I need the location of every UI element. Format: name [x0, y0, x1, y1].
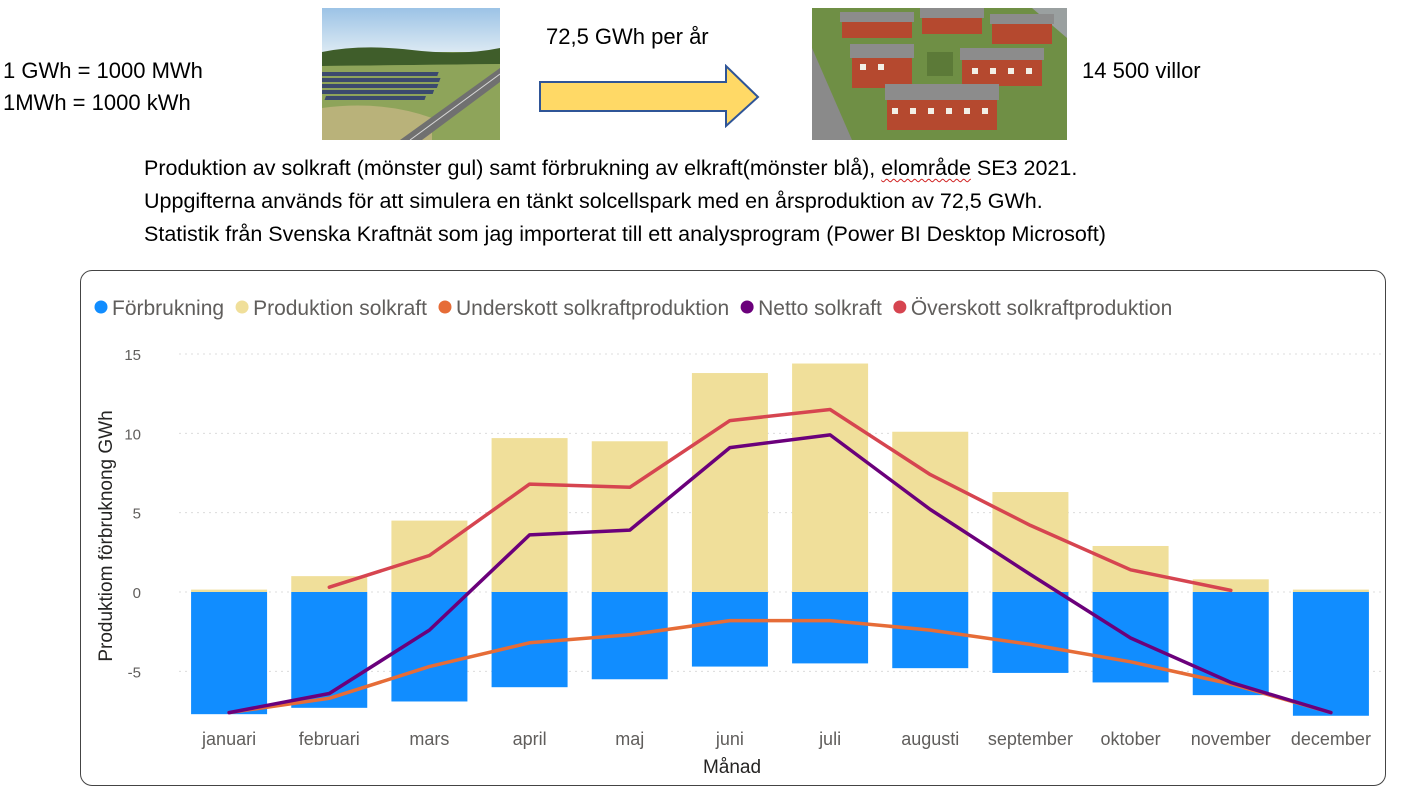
x-tick-label: april [513, 729, 547, 749]
x-axis-ticks: januari februari mars april maj juni juli augus… [201, 729, 1371, 749]
y-tick-label: 10 [124, 426, 141, 443]
bar-produktion-solkraft [491, 438, 568, 592]
x-tick-label: januari [201, 729, 256, 749]
arrow-shape [539, 64, 760, 128]
chart-frame: Förbrukning Produktion solkraft Underskott… [80, 270, 1386, 786]
y-tick-label: 15 [124, 347, 141, 364]
y-tick-label: 5 [133, 506, 141, 523]
x-tick-label: februari [299, 729, 360, 749]
bar-produktion-solkraft [1292, 589, 1369, 592]
bar-forbrukning [792, 592, 869, 664]
description-line-3: Statistik från Svenska Kraftnät som jag … [144, 222, 1106, 246]
chart-gridlines [179, 353, 1381, 672]
legend-marker [94, 300, 108, 314]
line-underskott [227, 618, 1333, 715]
arrow-label: 72,5 GWh per år [546, 24, 709, 49]
x-tick-label: augusti [901, 729, 959, 749]
description: Produktion av solkraft (mönster gul) sam… [144, 152, 1106, 251]
legend-marker [235, 300, 249, 314]
y-axis-label: Produktiom förbruknong GWh [96, 410, 117, 661]
bar-produktion-solkraft [691, 373, 768, 592]
x-tick-label: juli [818, 729, 841, 749]
bar-forbrukning [691, 592, 768, 667]
description-line-1: Produktion av solkraft (mönster gul) sam… [144, 152, 1106, 185]
line-netto-solkraft [227, 433, 1333, 715]
combo-chart: Förbrukning Produktion solkraft Underskott… [94, 297, 1381, 778]
legend-marker [438, 300, 452, 314]
description-line-1-end: SE3 2021. [970, 156, 1078, 180]
bar-produktion-solkraft [591, 441, 668, 592]
legend-label: Underskott solkraftproduktion [456, 297, 729, 320]
bar-forbrukning [191, 592, 268, 715]
units-line-1: 1 GWh = 1000 MWh [3, 58, 203, 83]
y-tick-label: 0 [133, 585, 141, 602]
x-axis-label: Månad [703, 757, 761, 778]
bar-produktion-solkraft [792, 363, 869, 592]
bar-forbrukning [1292, 592, 1369, 716]
y-tick-label: -5 [128, 664, 141, 681]
bar-produktion-solkraft [1192, 579, 1269, 592]
chart-legend: Förbrukning Produktion solkraft Underskott… [94, 297, 1172, 320]
y-axis-ticks: 15 10 5 0 -5 [124, 347, 141, 681]
units-note: 1 GWh = 1000 MWh 1MWh = 1000 kWh [3, 55, 203, 119]
legend-label: Överskott solkraftproduktion [911, 297, 1172, 320]
legend-label: Produktion solkraft [253, 297, 427, 320]
legend-label: Förbrukning [112, 297, 224, 320]
houses-photo [812, 8, 1067, 140]
solar-park-photo [322, 8, 500, 140]
description-line-1-start: Produktion av solkraft (mönster gul) sam… [144, 156, 882, 180]
units-line-2: 1MWh = 1000 kWh [3, 90, 191, 115]
bar-produktion-solkraft [992, 492, 1069, 592]
line-overskott [327, 407, 1233, 593]
description-line-2: Uppgifterna används för att simulera en … [144, 189, 1043, 213]
x-tick-label: oktober [1101, 729, 1161, 749]
bar-forbrukning [992, 592, 1069, 673]
legend-marker [893, 300, 907, 314]
villas-label: 14 500 villor [1082, 58, 1201, 83]
chart-lines [227, 407, 1333, 715]
legend-marker [740, 300, 754, 314]
x-tick-label: november [1191, 729, 1271, 749]
x-tick-label: december [1291, 729, 1371, 749]
description-line-1-wavy: elområde [881, 156, 971, 180]
x-tick-label: september [988, 729, 1073, 749]
bar-produktion-solkraft [191, 589, 268, 592]
legend-label: Netto solkraft [758, 297, 882, 320]
x-tick-label: mars [409, 729, 449, 749]
x-tick-label: juni [715, 729, 744, 749]
x-tick-label: maj [615, 729, 644, 749]
